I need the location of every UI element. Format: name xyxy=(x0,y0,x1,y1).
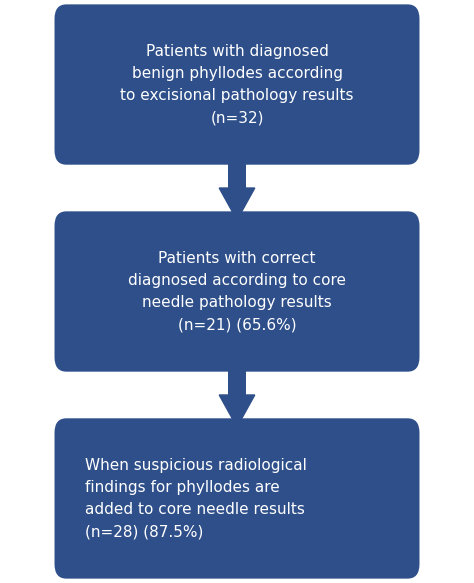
Bar xyxy=(228,357,246,395)
Text: Patients with diagnosed
benign phyllodes according
to excisional pathology resul: Patients with diagnosed benign phyllodes… xyxy=(120,44,354,125)
Text: Patients with correct
diagnosed according to core
needle pathology results
(n=21: Patients with correct diagnosed accordin… xyxy=(128,251,346,332)
Polygon shape xyxy=(219,395,255,427)
Bar xyxy=(228,150,246,188)
Text: When suspicious radiological
findings for phyllodes are
added to core needle res: When suspicious radiological findings fo… xyxy=(85,458,307,539)
Polygon shape xyxy=(219,188,255,220)
FancyBboxPatch shape xyxy=(55,419,419,578)
FancyBboxPatch shape xyxy=(55,212,419,372)
FancyBboxPatch shape xyxy=(55,5,419,165)
